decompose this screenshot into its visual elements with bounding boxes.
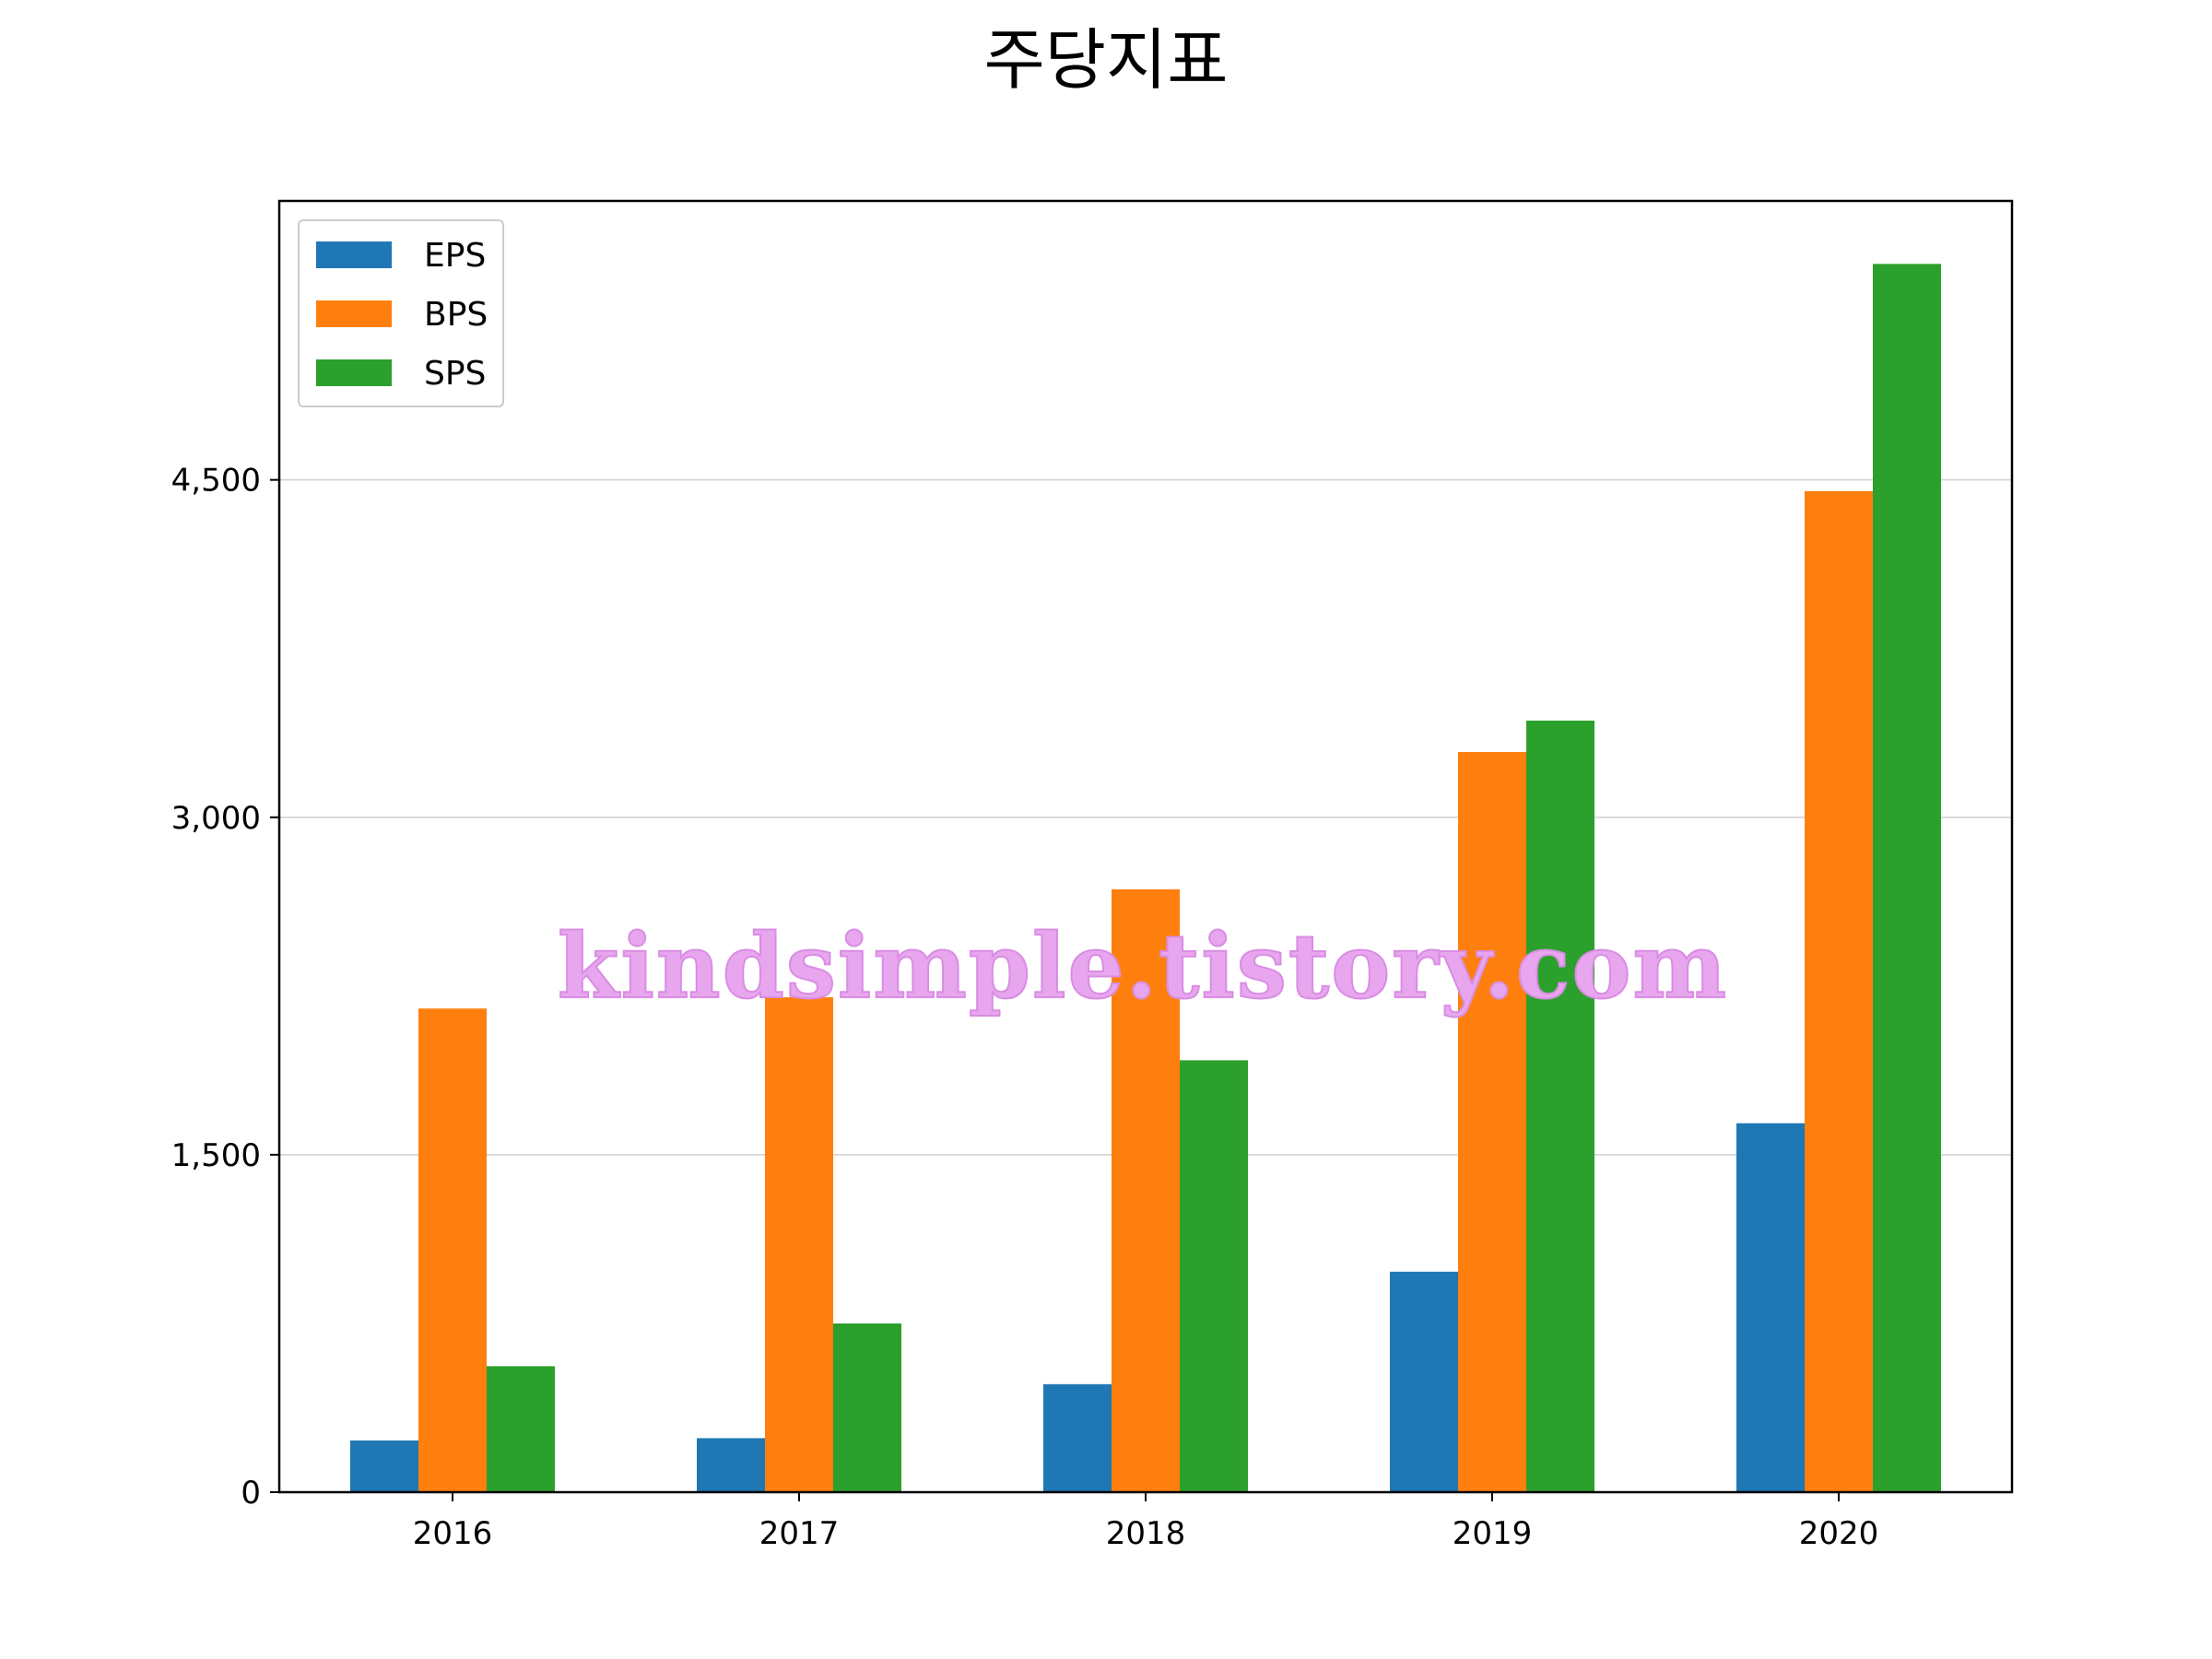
bars xyxy=(350,264,1941,1493)
bar-eps-2020 xyxy=(1736,1123,1805,1492)
legend-swatch-sps xyxy=(316,359,392,386)
bar-bps-2017 xyxy=(765,997,833,1492)
bar-sps-2019 xyxy=(1526,720,1594,1492)
x-tick-label-2018: 2018 xyxy=(1106,1515,1186,1552)
bar-sps-2018 xyxy=(1180,1060,1248,1492)
legend-swatch-bps xyxy=(316,300,392,327)
y-tick-label-0: 0 xyxy=(241,1475,261,1512)
bar-eps-2017 xyxy=(697,1438,765,1492)
bar-eps-2019 xyxy=(1390,1271,1458,1492)
y-tick-label-3: 4,500 xyxy=(171,463,261,500)
x-tick-label-2020: 2020 xyxy=(1799,1515,1879,1552)
bar-eps-2016 xyxy=(350,1440,418,1492)
bar-bps-2020 xyxy=(1805,490,1873,1492)
legend: EPS BPS SPS xyxy=(298,219,504,407)
bar-eps-2018 xyxy=(1043,1383,1112,1492)
y-axis: 0 1,500 3,000 4,500 xyxy=(171,463,279,1512)
bar-bps-2018 xyxy=(1112,888,1180,1492)
x-axis: 2016 2017 2018 2019 2020 xyxy=(413,1492,1879,1552)
bar-sps-2020 xyxy=(1873,264,1941,1493)
legend-swatch-eps xyxy=(316,241,392,268)
legend-label-bps: BPS xyxy=(424,296,488,334)
bar-bps-2019 xyxy=(1458,751,1526,1492)
bar-sps-2017 xyxy=(833,1323,901,1492)
x-tick-label-2019: 2019 xyxy=(1453,1515,1533,1552)
x-tick-label-2017: 2017 xyxy=(759,1515,840,1552)
chart-title: 주당지표 xyxy=(984,21,1229,99)
y-tick-label-2: 3,000 xyxy=(171,800,261,837)
x-tick-label-2016: 2016 xyxy=(413,1515,493,1552)
y-tick-label-1: 1,500 xyxy=(171,1137,261,1174)
bar-bps-2016 xyxy=(418,1008,487,1492)
watermark-text: kindsimple.tistory.com xyxy=(558,914,1728,1018)
bar-sps-2016 xyxy=(487,1366,555,1492)
legend-label-eps: EPS xyxy=(424,237,486,275)
legend-label-sps: SPS xyxy=(424,355,486,393)
